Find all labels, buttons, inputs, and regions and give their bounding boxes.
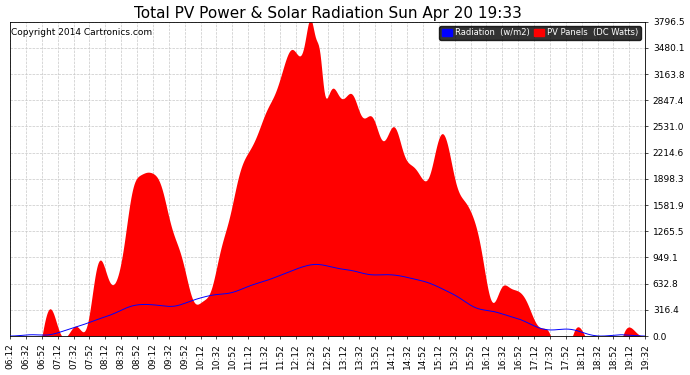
Text: Copyright 2014 Cartronics.com: Copyright 2014 Cartronics.com (11, 28, 152, 37)
Title: Total PV Power & Solar Radiation Sun Apr 20 19:33: Total PV Power & Solar Radiation Sun Apr… (134, 6, 522, 21)
Legend: Radiation  (w/m2), PV Panels  (DC Watts): Radiation (w/m2), PV Panels (DC Watts) (439, 26, 641, 40)
